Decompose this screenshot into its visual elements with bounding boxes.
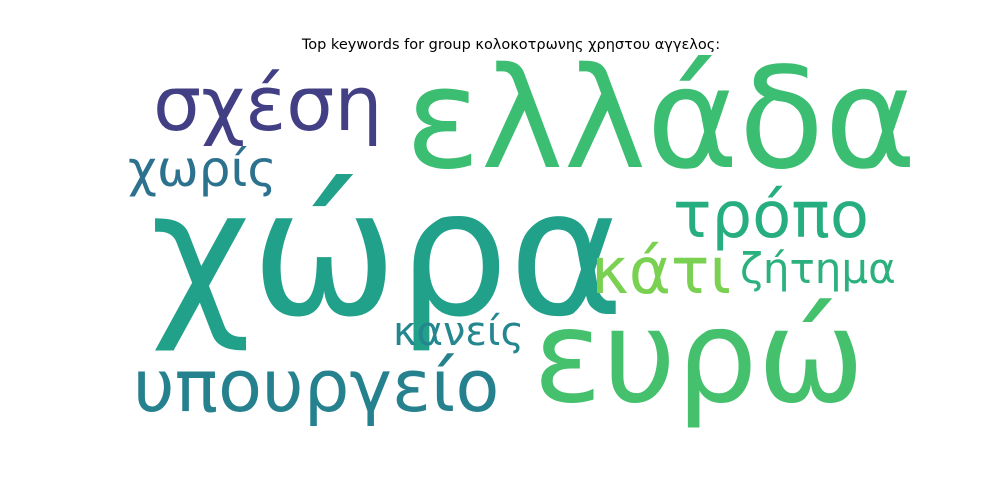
- word-xora: χώρα: [150, 153, 625, 356]
- word-evro: ευρώ: [533, 283, 865, 432]
- word-kati: κάτι: [591, 235, 732, 309]
- word-cloud: χώρα ελλάδα ευρώ υπουργείο σχέση τρόπο κ…: [125, 50, 917, 447]
- figure-title: Top keywords for group κολοκοτρωνης χρησ…: [301, 37, 721, 53]
- word-zitima: ζήτημα: [740, 244, 896, 293]
- word-tropo: τρόπο: [673, 179, 869, 253]
- word-sxesi: σχέση: [153, 59, 383, 148]
- word-ellada: ελλάδα: [405, 38, 917, 201]
- word-ypourgeio: υπουργείο: [133, 344, 500, 428]
- word-xoris: χωρίς: [128, 140, 277, 198]
- word-kaneis: κανείς: [393, 309, 524, 355]
